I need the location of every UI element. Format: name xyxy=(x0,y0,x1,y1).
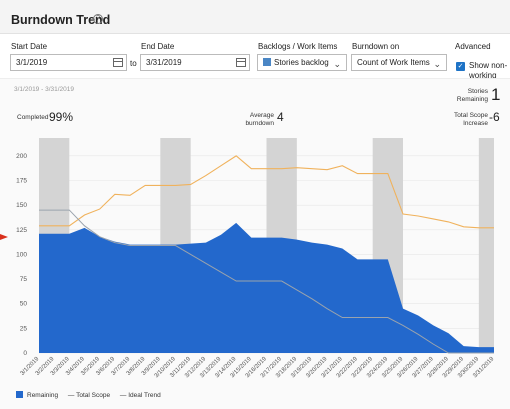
completed-label: Completed xyxy=(17,114,49,121)
y-tick-label: 125 xyxy=(16,227,27,234)
series-ideal-trend-line xyxy=(39,209,494,354)
help-icon[interactable]: ? xyxy=(93,14,103,24)
legend-remaining-swatch xyxy=(16,391,23,398)
start-date-value: 3/1/2019 xyxy=(16,58,48,67)
chart-legend: Remaining — Total Scope — Ideal Trend xyxy=(16,391,169,399)
y-tick-label: 100 xyxy=(16,251,27,258)
legend-remaining: Remaining xyxy=(16,391,62,399)
stories-remaining-label: Stories Remaining xyxy=(456,88,488,103)
y-tick-label: 0 xyxy=(23,350,27,357)
page-title: Burndown Trend xyxy=(11,13,111,27)
burndown-on-value: Count of Work Items xyxy=(357,58,430,67)
backlog-icon xyxy=(263,58,271,66)
stories-remaining-value: 1 xyxy=(491,85,501,104)
advanced-label: Advanced xyxy=(455,42,491,51)
y-tick-label: 175 xyxy=(16,178,27,185)
end-date-value: 3/31/2019 xyxy=(146,58,182,67)
to-label: to xyxy=(130,59,137,68)
end-date-input[interactable]: 3/31/2019 xyxy=(140,54,250,71)
backlogs-select[interactable]: Stories backlog ⌄ xyxy=(257,54,347,71)
burndown-on-select[interactable]: Count of Work Items ⌄ xyxy=(351,54,447,71)
series-total-scope-line xyxy=(39,155,494,229)
nonworking-band xyxy=(478,138,494,353)
start-date-input[interactable]: 3/1/2019 xyxy=(10,54,127,71)
chevron-down-icon: ⌄ xyxy=(333,59,341,69)
average-burndown-label: Average burndown xyxy=(245,112,274,127)
pointer-arrow-icon xyxy=(0,234,8,240)
y-tick-label: 25 xyxy=(20,325,28,332)
calendar-icon[interactable] xyxy=(236,58,246,67)
legend-ideal-trend: — Ideal Trend xyxy=(119,392,161,399)
show-nonworking-checkbox[interactable]: ✓ xyxy=(456,62,465,71)
y-tick-label: 50 xyxy=(20,301,28,308)
y-tick-label: 150 xyxy=(16,202,27,209)
burndown-on-label: Burndown on xyxy=(352,42,400,51)
completed-value: 99% xyxy=(49,110,74,124)
average-burndown-value: 4 xyxy=(277,110,284,124)
start-date-label: Start Date xyxy=(11,42,48,51)
total-scope-increase-label: Total Scope Increase xyxy=(454,112,488,127)
y-tick-label: 75 xyxy=(20,276,28,283)
date-range-text: 3/1/2019 - 3/31/2019 xyxy=(14,86,74,93)
backlogs-label: Backlogs / Work Items xyxy=(258,42,338,51)
series-remaining-area xyxy=(39,222,494,353)
legend-total-scope: — Total Scope xyxy=(67,392,111,399)
y-tick-label: 200 xyxy=(16,153,27,160)
total-scope-increase-value: -6 xyxy=(489,110,500,124)
calendar-icon[interactable] xyxy=(113,58,123,67)
chevron-down-icon: ⌄ xyxy=(433,59,441,69)
title-bar: Burndown Trend ? xyxy=(0,0,510,34)
backlogs-value: Stories backlog xyxy=(274,58,329,67)
end-date-label: End Date xyxy=(141,42,175,51)
